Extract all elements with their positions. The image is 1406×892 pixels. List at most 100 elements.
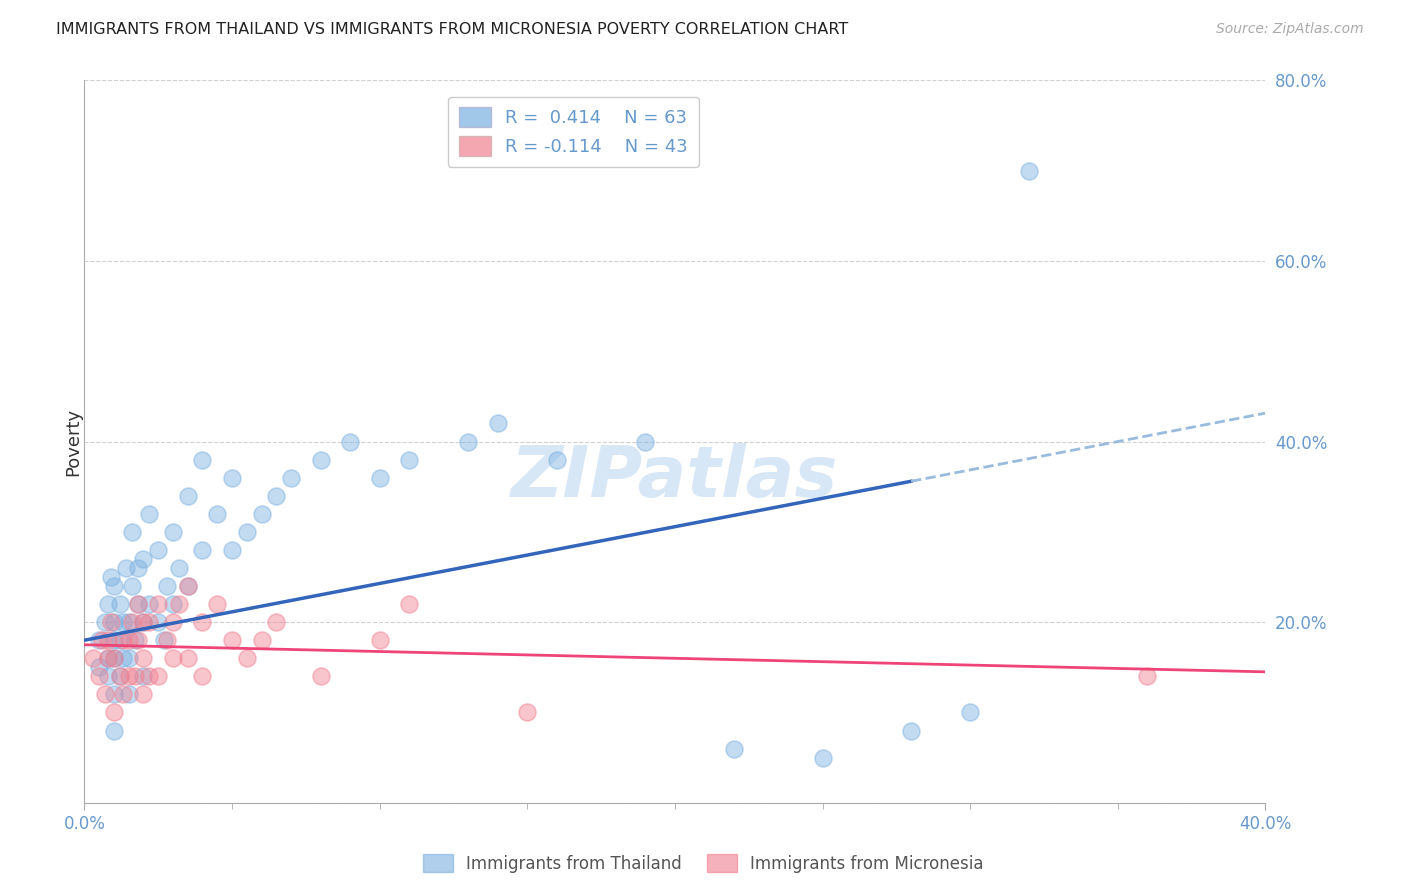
Point: [236, 651, 259, 665]
Point: [108, 597, 131, 611]
Point: [167, 561, 190, 575]
Point: [100, 615, 122, 630]
Point: [162, 615, 184, 630]
Point: [191, 452, 214, 467]
Point: [236, 524, 259, 539]
Point: [103, 579, 125, 593]
Point: [138, 597, 160, 611]
Point: [118, 651, 141, 665]
Point: [546, 452, 568, 467]
Point: [250, 507, 273, 521]
Point: [162, 524, 184, 539]
Point: [250, 633, 273, 648]
Point: [177, 579, 200, 593]
Point: [111, 615, 134, 630]
Point: [103, 651, 125, 665]
Point: [191, 615, 214, 630]
Point: [138, 507, 160, 521]
Point: [121, 579, 143, 593]
Point: [191, 542, 214, 557]
Point: [118, 687, 141, 701]
Point: [398, 597, 420, 611]
Point: [156, 579, 179, 593]
Y-axis label: Poverty: Poverty: [65, 408, 82, 475]
Point: [118, 633, 141, 648]
Point: [148, 542, 170, 557]
Point: [94, 687, 117, 701]
Point: [516, 706, 538, 720]
Point: [121, 615, 143, 630]
Point: [132, 615, 155, 630]
Point: [221, 471, 243, 485]
Legend: R =  0.414    N = 63, R = -0.114    N = 43: R = 0.414 N = 63, R = -0.114 N = 43: [447, 96, 699, 167]
Point: [264, 489, 288, 503]
Point: [309, 669, 332, 683]
Text: Source: ZipAtlas.com: Source: ZipAtlas.com: [1216, 22, 1364, 37]
Point: [121, 524, 143, 539]
Point: [177, 489, 200, 503]
Point: [221, 542, 243, 557]
Point: [127, 597, 149, 611]
Point: [111, 651, 134, 665]
Point: [162, 597, 184, 611]
Point: [100, 570, 122, 584]
Point: [264, 615, 288, 630]
Point: [132, 651, 155, 665]
Point: [191, 669, 214, 683]
Point: [959, 706, 981, 720]
Point: [103, 615, 125, 630]
Point: [1136, 669, 1159, 683]
Point: [89, 633, 111, 648]
Point: [280, 471, 302, 485]
Point: [89, 660, 111, 674]
Point: [108, 633, 131, 648]
Point: [205, 507, 228, 521]
Point: [124, 633, 146, 648]
Point: [205, 597, 228, 611]
Point: [97, 597, 120, 611]
Point: [103, 723, 125, 738]
Text: IMMIGRANTS FROM THAILAND VS IMMIGRANTS FROM MICRONESIA POVERTY CORRELATION CHART: IMMIGRANTS FROM THAILAND VS IMMIGRANTS F…: [56, 22, 848, 37]
Point: [97, 633, 120, 648]
Point: [108, 669, 131, 683]
Point: [177, 651, 200, 665]
Point: [138, 669, 160, 683]
Point: [153, 633, 176, 648]
Point: [97, 651, 120, 665]
Point: [132, 615, 155, 630]
Point: [124, 669, 146, 683]
Point: [221, 633, 243, 648]
Text: ZIPatlas: ZIPatlas: [512, 443, 838, 512]
Point: [162, 651, 184, 665]
Point: [132, 669, 155, 683]
Point: [97, 669, 120, 683]
Point: [103, 706, 125, 720]
Point: [1018, 163, 1040, 178]
Point: [368, 633, 391, 648]
Point: [111, 687, 134, 701]
Point: [94, 615, 117, 630]
Point: [97, 651, 120, 665]
Point: [309, 452, 332, 467]
Point: [103, 651, 125, 665]
Point: [103, 633, 125, 648]
Point: [127, 561, 149, 575]
Point: [118, 615, 141, 630]
Point: [167, 597, 190, 611]
Point: [132, 552, 155, 566]
Point: [91, 633, 114, 648]
Point: [111, 633, 134, 648]
Point: [114, 561, 136, 575]
Point: [138, 615, 160, 630]
Point: [103, 687, 125, 701]
Point: [900, 723, 922, 738]
Point: [89, 669, 111, 683]
Point: [177, 579, 200, 593]
Point: [634, 434, 657, 449]
Point: [127, 633, 149, 648]
Point: [339, 434, 361, 449]
Point: [457, 434, 479, 449]
Point: [486, 417, 509, 431]
Point: [82, 651, 104, 665]
Point: [156, 633, 179, 648]
